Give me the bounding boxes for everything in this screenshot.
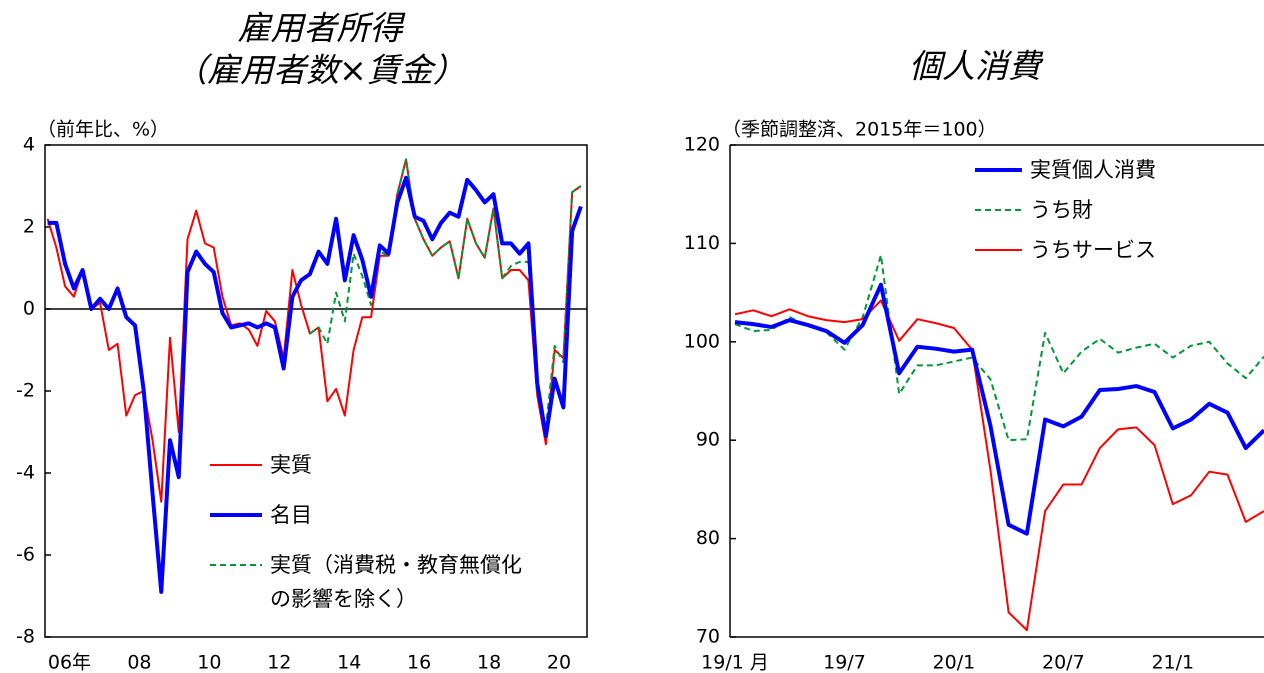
y-tick-label: -8: [16, 626, 35, 648]
legend-label: 実質（消費税・教育無償化の影響を除く）: [270, 553, 522, 611]
y-tick-label: 120: [684, 134, 720, 156]
x-tick-label: 20/7: [1042, 652, 1085, 673]
y-axis-label: （季節調整済、2015年＝100）: [722, 119, 997, 141]
series-line: [734, 254, 1264, 442]
y-tick-label: -6: [16, 544, 35, 566]
y-axis-label: （前年比、%）: [37, 119, 169, 141]
x-tick-label: 14: [337, 652, 361, 673]
x-tick-label: 06年: [48, 652, 91, 673]
y-tick-label: 80: [696, 527, 720, 549]
x-tick-label: 16: [407, 652, 431, 673]
legend-label: 実質個人消費: [1030, 158, 1156, 182]
legend-label: 実質: [270, 453, 312, 477]
y-tick-label: 100: [684, 330, 720, 352]
y-tick-label: 70: [696, 626, 720, 648]
y-tick-label: 110: [684, 232, 720, 254]
x-tick-label: 19/7: [823, 652, 866, 673]
series-line: [47, 175, 583, 594]
legend-label: うち財: [1030, 198, 1093, 222]
y-tick-label: 2: [23, 216, 35, 238]
series-line: [734, 282, 1264, 536]
chart-title: 個人消費: [909, 47, 1044, 86]
x-tick-label: 18: [477, 652, 501, 673]
x-tick-label: 08: [127, 652, 151, 673]
y-tick-label: 0: [23, 298, 35, 320]
y-tick-label: -4: [16, 462, 35, 484]
y-tick-label: 90: [696, 429, 720, 451]
x-tick-label: 12: [267, 652, 291, 673]
chart-subtitle: （雇用者数×賃金）: [174, 51, 466, 90]
legend-label: 名目: [270, 503, 312, 527]
series-line: [734, 299, 1264, 632]
x-tick-label: 19/1 月: [701, 652, 769, 673]
x-tick-label: 10: [197, 652, 221, 673]
legend-label: うちサービス: [1030, 238, 1156, 262]
x-tick-label: 21/1: [1151, 652, 1194, 673]
y-tick-label: 4: [23, 134, 35, 156]
x-tick-label: 20/1: [933, 652, 976, 673]
chart-title: 雇用者所得: [238, 9, 406, 48]
series-line: [309, 158, 582, 429]
x-tick-label: 20: [547, 652, 571, 673]
y-tick-label: -2: [16, 380, 35, 402]
